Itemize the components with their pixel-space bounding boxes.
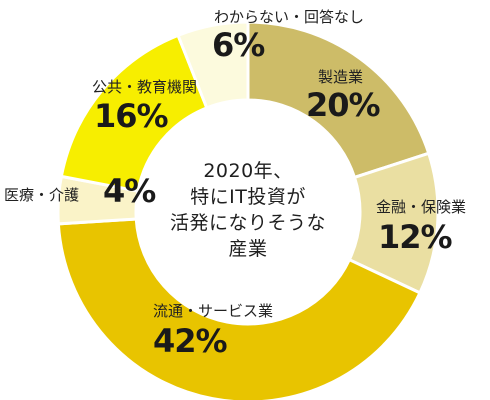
slice-value-public-education: 16% [94, 97, 169, 135]
center-caption-line-1: 2020年、 [203, 160, 293, 182]
slice-label-finance: 金融・保険業 [376, 198, 467, 216]
center-caption-line-2: 特にIT投資が [190, 186, 306, 208]
slice-label-retail-services: 流通・サービス業 [153, 302, 274, 320]
center-caption-line-3: 活発になりそうな [169, 212, 326, 234]
slice-label-medical: 医療・介護 [4, 186, 80, 204]
slice-value-medical: 4% [103, 172, 156, 210]
donut-slice-manufacturing [246, 20, 431, 180]
slice-label-manufacturing: 製造業 [318, 68, 364, 86]
slice-value-retail-services: 42% [153, 322, 228, 360]
slice-value-finance: 12% [378, 218, 453, 256]
donut-slice-unknown [176, 20, 250, 110]
center-caption-line-4: 産業 [228, 238, 268, 260]
slice-label-public-education: 公共・教育機関 [92, 78, 198, 96]
slice-value-unknown: 6% [212, 26, 265, 64]
center-caption: 2020年、 特にIT投資が 活発になりそうな 産業 [153, 145, 343, 275]
donut-slice-retail-services [56, 217, 422, 400]
slice-value-manufacturing: 20% [306, 86, 381, 124]
slice-label-unknown: わからない・回答なし [214, 8, 365, 26]
